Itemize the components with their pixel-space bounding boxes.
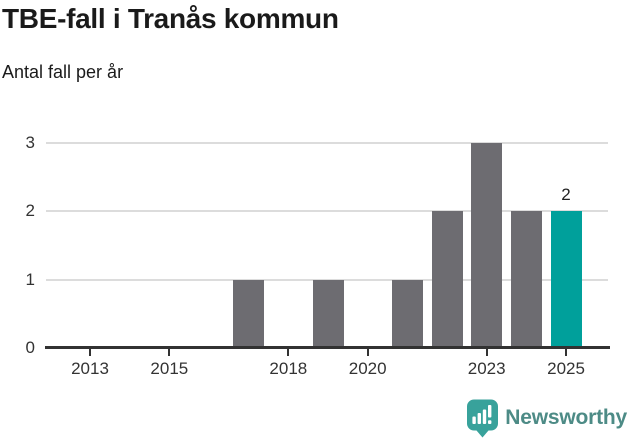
bar-2021: [391, 279, 423, 348]
newsworthy-brand: Newsworthy: [465, 398, 627, 438]
x-tick-mark-2015: [168, 349, 171, 356]
x-tick-label: 2020: [348, 359, 387, 378]
x-tick-label: 2018: [269, 359, 308, 378]
grid-line-y3: [46, 142, 608, 144]
y-tick-label: 3: [25, 133, 35, 152]
bar-2023: [471, 143, 503, 348]
newsworthy-speech-bubble-chart-icon: [467, 399, 499, 438]
x-tick-mark-2013: [89, 349, 91, 356]
bar-value-label: 2: [561, 185, 571, 205]
bar-2017: [233, 279, 265, 348]
brand-name: Newsworthy: [505, 406, 627, 429]
x-tick-mark-2020: [366, 349, 369, 356]
x-axis-line: [45, 346, 610, 349]
x-tick-mark-2023: [485, 349, 488, 356]
bar-2019: [312, 279, 344, 348]
x-tick-label: 2013: [71, 359, 109, 378]
chart-subtitle: Antal fall per år: [2, 62, 124, 82]
grid-line-y2: [46, 210, 608, 213]
x-tick-label: 2023: [467, 359, 506, 378]
x-tick-label: 2015: [150, 359, 189, 378]
chart-title: TBE-fall i Tranås kommun: [2, 3, 339, 34]
x-tick-mark-2025: [565, 349, 568, 356]
y-tick-label: 1: [25, 269, 35, 289]
bar-2022: [431, 211, 463, 348]
x-tick-mark-2018: [287, 349, 290, 356]
bar-2025: [550, 211, 582, 348]
y-tick-label: 0: [25, 338, 35, 357]
x-tick-label: 2025: [547, 359, 585, 378]
bar-2024: [510, 211, 542, 348]
y-tick-label: 2: [25, 201, 35, 221]
